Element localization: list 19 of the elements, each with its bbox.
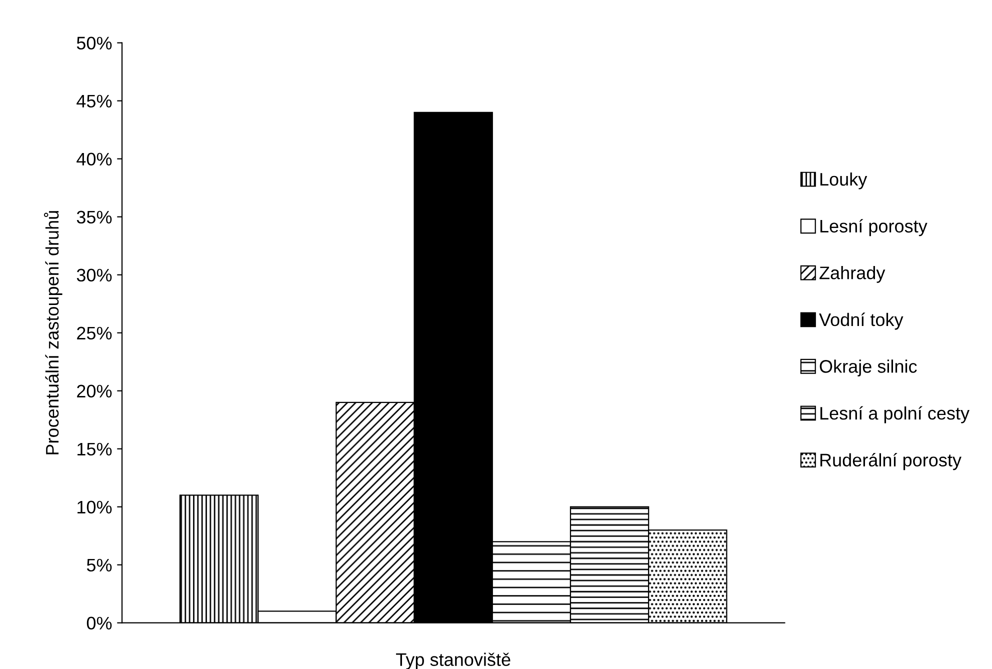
legend-label: Lesní a polní cesty	[820, 406, 970, 424]
y-tick-label: 10%	[78, 500, 112, 514]
legend-label: Lesní porosty	[820, 219, 928, 236]
legend-label: Vodní toky	[819, 312, 904, 330]
y-tick-label: 15%	[78, 442, 112, 456]
y-tick-label: 25%	[77, 326, 112, 340]
y-tick-label: 5%	[86, 558, 112, 572]
y-tick-label: 50%	[76, 36, 112, 50]
y-tick-label: 30%	[76, 268, 112, 282]
y-tick-label: 20%	[77, 384, 112, 398]
y-tick-label: 40%	[76, 152, 112, 166]
y-tick-label: 35%	[76, 210, 112, 224]
legend-label: Zahrady	[820, 266, 886, 283]
legend-label: Okraje silnic	[820, 360, 917, 376]
legend-label: Louky	[820, 172, 868, 190]
y-tick-label: 0%	[86, 616, 112, 630]
legend-label: Ruderální porosty	[820, 453, 962, 470]
y-tick-label: 45%	[76, 94, 112, 108]
y-axis-title: Procentuální zastoupení druhů	[44, 211, 62, 454]
